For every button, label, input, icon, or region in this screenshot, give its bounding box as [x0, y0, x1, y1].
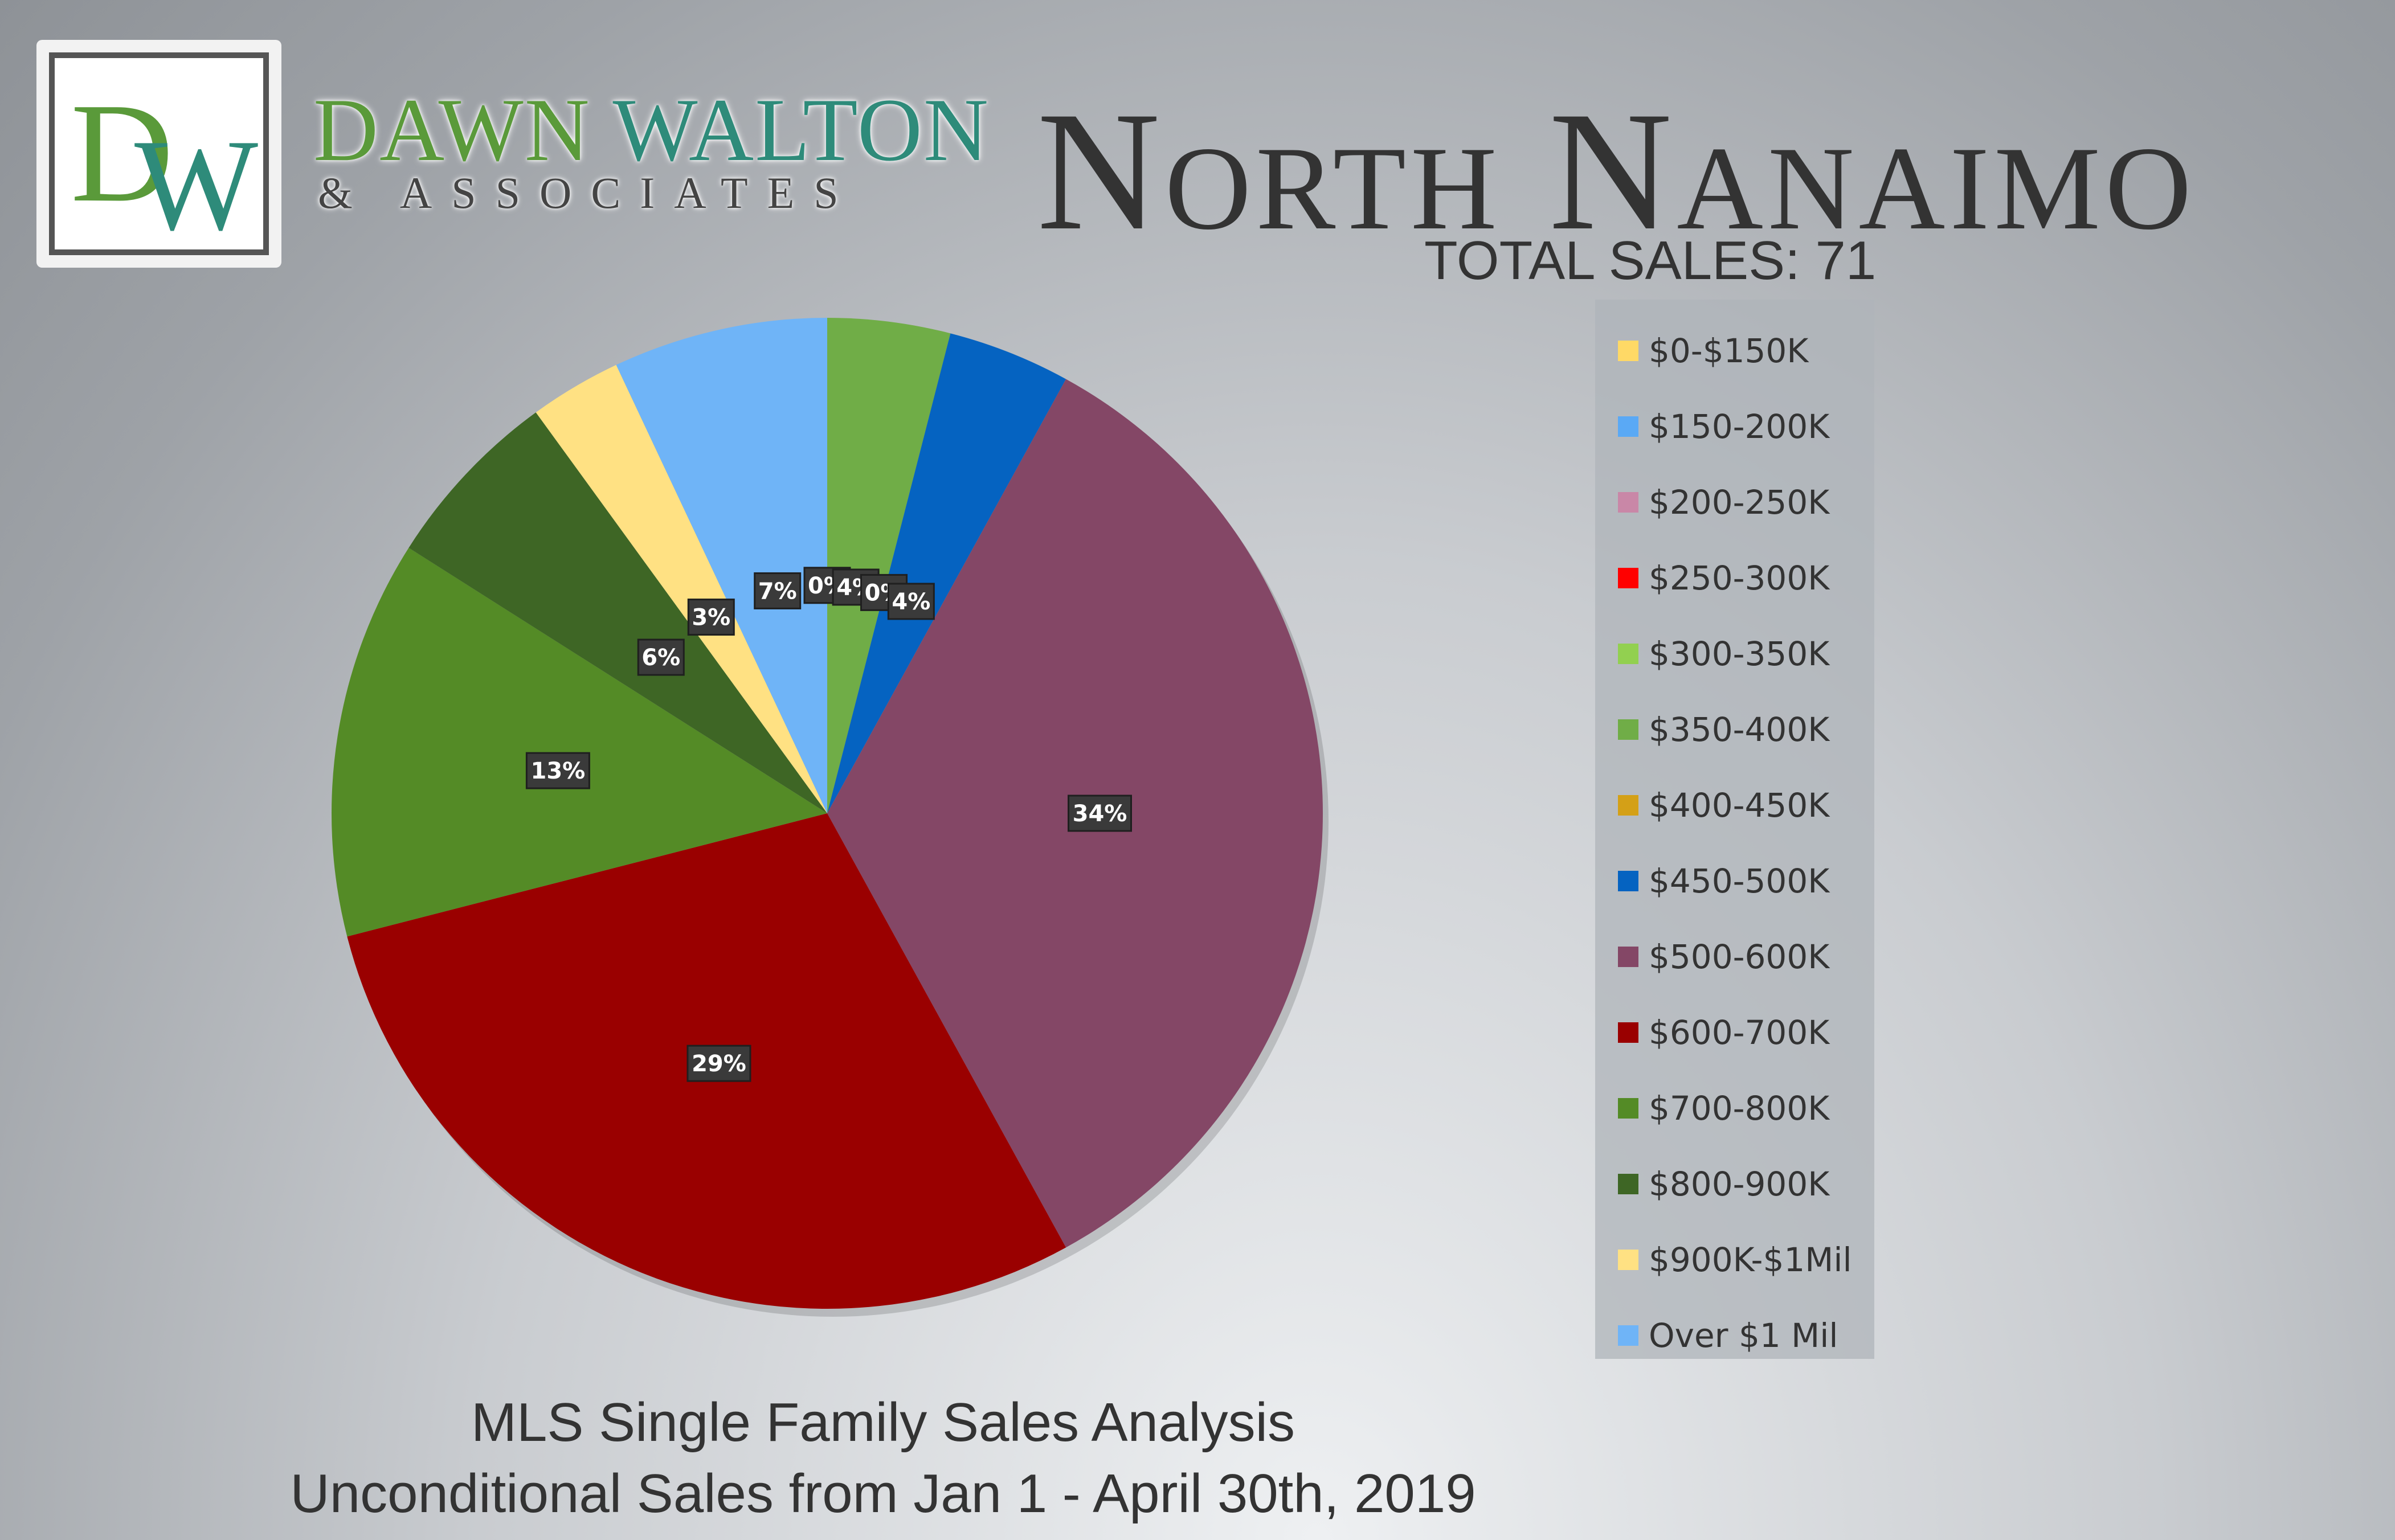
legend-swatch: [1618, 719, 1638, 740]
data-label-box: [637, 638, 685, 676]
total-sales: TOTAL SALES: 71: [1424, 230, 1877, 291]
pie-slice: [827, 318, 951, 813]
legend-swatch: [1618, 871, 1638, 891]
data-label: 3%: [687, 599, 735, 636]
data-label: 13%: [525, 752, 590, 789]
legend-label: $350-400K: [1649, 710, 1830, 749]
data-label-text: 29%: [692, 1051, 746, 1077]
brand-name-part2: WALTON: [612, 80, 990, 180]
data-label: 7%: [754, 572, 802, 609]
logo-mark: D W: [71, 74, 258, 249]
legend-swatch: [1618, 1325, 1638, 1346]
legend-swatch: [1618, 947, 1638, 967]
pie-slice: [536, 364, 827, 813]
data-label-box: [1068, 794, 1132, 832]
pie-slice: [408, 412, 827, 813]
footer-line1: MLS Single Family Sales Analysis: [471, 1392, 1295, 1453]
legend-item: $700-800K: [1618, 1086, 1829, 1131]
logo: D W: [36, 40, 281, 268]
legend-item: $900K-$1Mil: [1618, 1237, 1852, 1283]
data-label: 29%: [686, 1045, 751, 1082]
legend-label: $400-450K: [1649, 786, 1830, 825]
legend-label: $0-$150K: [1649, 331, 1809, 370]
legend-label: $800-900K: [1649, 1165, 1830, 1203]
data-label: 4%: [887, 583, 935, 620]
legend-item: $600-700K: [1618, 1010, 1829, 1055]
legend-item: $400-450K: [1618, 783, 1829, 828]
data-label-text: 4%: [892, 589, 930, 615]
brand-name-part1: DAWN: [313, 80, 591, 180]
legend-label: $450-500K: [1649, 862, 1830, 900]
legend-swatch: [1618, 568, 1638, 588]
pie-slice: [827, 333, 1066, 813]
data-label-box: [687, 599, 735, 636]
legend-swatch: [1618, 341, 1638, 361]
data-label-text: 7%: [758, 578, 797, 604]
legend-swatch: [1618, 1098, 1638, 1119]
data-label: 34%: [1068, 794, 1132, 832]
brand-name: DAWN WALTON: [313, 85, 990, 175]
legend-swatch: [1618, 644, 1638, 664]
legend-swatch: [1618, 416, 1638, 437]
data-label-box: [887, 583, 935, 620]
legend-label: Over $1 Mil: [1649, 1316, 1838, 1355]
legend-item: $350-400K: [1618, 707, 1829, 752]
footer-line2: Unconditional Sales from Jan 1 - April 3…: [290, 1463, 1476, 1524]
legend-item: $150-200K: [1618, 404, 1829, 449]
data-label-text: 13%: [531, 758, 586, 784]
legend-label: $300-350K: [1649, 634, 1830, 673]
data-label-text: 3%: [692, 605, 730, 631]
pie-slice: [616, 318, 827, 813]
pie-slice: [332, 547, 827, 937]
legend-label: $200-250K: [1649, 483, 1830, 522]
legend-item: $800-900K: [1618, 1161, 1829, 1207]
legend-swatch: [1618, 492, 1638, 513]
data-label-text: 34%: [1073, 801, 1127, 827]
legend-item: $300-350K: [1618, 631, 1829, 677]
legend-swatch: [1618, 1022, 1638, 1043]
brand-subtitle: & ASSOCIATES: [318, 168, 858, 218]
legend-label: $250-300K: [1649, 559, 1830, 597]
legend-label: $700-800K: [1649, 1089, 1830, 1128]
legend-item: $200-250K: [1618, 480, 1829, 525]
legend-item: Over $1 Mil: [1618, 1313, 1838, 1358]
legend-item: $0-$150K: [1618, 328, 1808, 374]
data-label-box: [525, 752, 590, 789]
data-label-text: 6%: [641, 645, 680, 671]
legend-label: $600-700K: [1649, 1013, 1830, 1052]
svg-text:D: D: [71, 74, 174, 232]
legend-swatch: [1618, 795, 1638, 816]
data-label-box: [686, 1045, 751, 1082]
data-label: 6%: [637, 638, 685, 676]
legend-label: $900K-$1Mil: [1649, 1240, 1852, 1279]
data-label-box: [754, 572, 802, 609]
chart-legend: $0-$150K $150-200K $200-250K $250-300K $300-…: [1595, 300, 1874, 1359]
legend-swatch: [1618, 1250, 1638, 1270]
page-title: North Nanaimo: [1037, 76, 2196, 265]
legend-swatch: [1618, 1174, 1638, 1194]
svg-text:W: W: [134, 112, 258, 249]
legend-label: $500-600K: [1649, 937, 1830, 976]
legend-item: $250-300K: [1618, 555, 1829, 601]
legend-item: $450-500K: [1618, 858, 1829, 904]
legend-item: $500-600K: [1618, 934, 1829, 980]
legend-label: $150-200K: [1649, 407, 1830, 446]
